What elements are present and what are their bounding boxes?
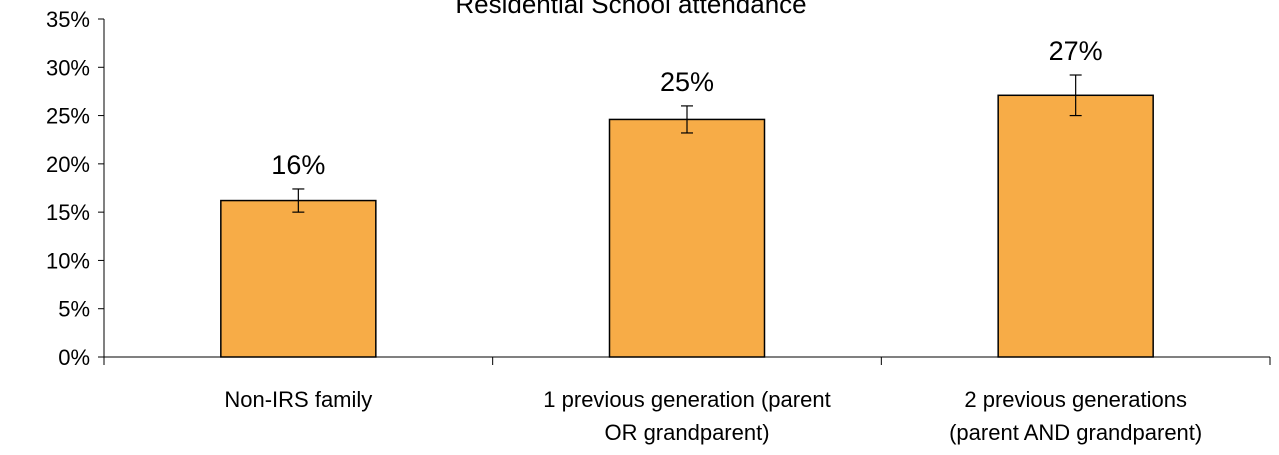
y-tick-label: 10% [46, 248, 90, 273]
category-label: 1 previous generation (parent [543, 387, 830, 412]
bars [220, 94, 1154, 358]
data-label: 16% [271, 150, 325, 180]
category-label: OR grandparent) [604, 420, 769, 445]
bar [220, 199, 377, 358]
y-tick-label: 30% [46, 55, 90, 80]
data-label: 27% [1049, 36, 1103, 66]
y-tick-label: 25% [46, 104, 90, 129]
y-tick-label: 15% [46, 200, 90, 225]
y-tick-label: 20% [46, 152, 90, 177]
chart-title: Residential School attendance [455, 0, 806, 19]
error-bars [292, 74, 1082, 213]
category-label: 2 previous generations [964, 387, 1187, 412]
y-axis: 0% 5% 10% 15% 20% 25% 30% 35% [46, 7, 105, 370]
bar [997, 94, 1154, 358]
x-axis [103, 356, 1271, 365]
y-tick-label: 35% [46, 7, 90, 32]
data-labels: 16% 25% 27% [271, 36, 1102, 180]
category-label: (parent AND grandparent) [949, 420, 1202, 445]
category-label: Non-IRS family [224, 387, 372, 412]
data-label: 25% [660, 67, 714, 97]
category-labels: Non-IRS family 1 previous generation (par… [224, 387, 1202, 445]
y-tick-label: 5% [58, 297, 90, 322]
y-tick-label: 0% [58, 345, 90, 370]
bar [608, 118, 766, 358]
